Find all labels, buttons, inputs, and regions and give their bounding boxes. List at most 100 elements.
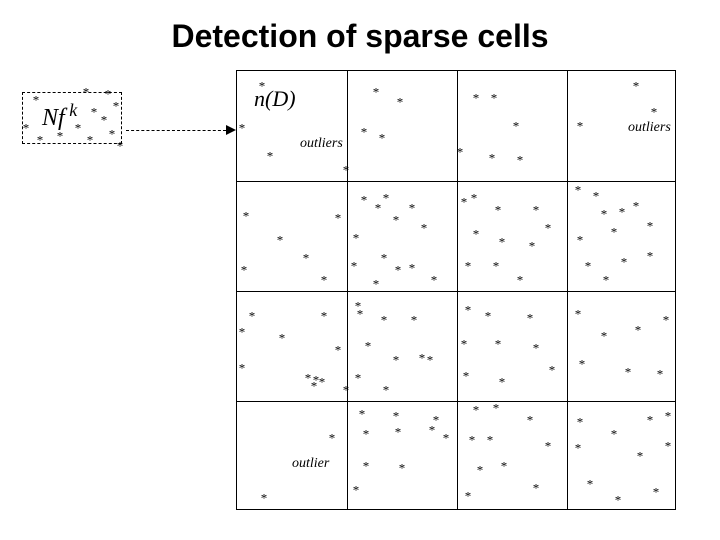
star-marker: * [361, 126, 368, 139]
star-marker: * [33, 94, 40, 107]
star-marker: * [37, 134, 44, 147]
star-marker: * [363, 460, 370, 473]
arrow-head-icon [226, 125, 236, 135]
star-marker: * [393, 354, 400, 367]
star-marker: * [429, 424, 436, 437]
star-marker: * [109, 128, 116, 141]
star-marker: * [493, 260, 500, 273]
star-marker: * [469, 434, 476, 447]
star-marker: * [473, 92, 480, 105]
star-marker: * [321, 274, 328, 287]
star-marker: * [621, 256, 628, 269]
grid-line [237, 401, 675, 402]
star-marker: * [601, 330, 608, 343]
star-marker: * [663, 314, 670, 327]
star-marker: * [545, 222, 552, 235]
star-marker: * [587, 478, 594, 491]
star-marker: * [489, 152, 496, 165]
annotation-label: outliers [628, 120, 671, 136]
star-marker: * [495, 338, 502, 351]
star-marker: * [393, 214, 400, 227]
star-marker: * [471, 192, 478, 205]
star-marker: * [395, 426, 402, 439]
star-marker: * [239, 362, 246, 375]
star-marker: * [513, 120, 520, 133]
star-marker: * [473, 228, 480, 241]
star-marker: * [647, 414, 654, 427]
star-marker: * [329, 432, 336, 445]
star-marker: * [635, 324, 642, 337]
grid-line [237, 181, 675, 182]
star-marker: * [383, 192, 390, 205]
star-marker: * [427, 354, 434, 367]
star-marker: * [585, 260, 592, 273]
star-marker: * [529, 240, 536, 253]
star-marker: * [533, 342, 540, 355]
star-marker: * [395, 264, 402, 277]
star-marker: * [365, 340, 372, 353]
annotation-label: outliers [300, 136, 343, 152]
star-marker: * [625, 366, 632, 379]
star-marker: * [477, 464, 484, 477]
star-marker: * [463, 370, 470, 383]
star-marker: * [527, 414, 534, 427]
star-marker: * [243, 210, 250, 223]
star-marker: * [117, 140, 124, 153]
star-marker: * [259, 80, 266, 93]
star-marker: * [359, 408, 366, 421]
star-marker: * [241, 264, 248, 277]
page-title: Detection of sparse cells [0, 0, 720, 55]
star-marker: * [603, 274, 610, 287]
legend-formula: Nf k [42, 100, 77, 132]
star-marker: * [517, 154, 524, 167]
star-marker: * [277, 234, 284, 247]
star-marker: * [647, 250, 654, 263]
star-marker: * [343, 164, 350, 177]
star-marker: * [355, 372, 362, 385]
star-marker: * [113, 100, 120, 113]
star-marker: * [303, 252, 310, 265]
star-marker: * [461, 196, 468, 209]
star-marker: * [381, 314, 388, 327]
star-marker: * [579, 358, 586, 371]
star-marker: * [351, 260, 358, 273]
star-marker: * [493, 402, 500, 415]
star-marker: * [101, 114, 108, 127]
star-marker: * [549, 364, 556, 377]
star-marker: * [105, 88, 112, 101]
star-marker: * [457, 146, 464, 159]
arrow-line [126, 130, 226, 131]
star-marker: * [261, 492, 268, 505]
star-marker: * [647, 220, 654, 233]
star-marker: * [421, 222, 428, 235]
grid-line [237, 291, 675, 292]
star-marker: * [357, 308, 364, 321]
star-marker: * [375, 202, 382, 215]
star-marker: * [653, 486, 660, 499]
star-marker: * [575, 184, 582, 197]
star-marker: * [361, 194, 368, 207]
star-marker: * [487, 434, 494, 447]
star-marker: * [577, 120, 584, 133]
star-marker: * [87, 134, 94, 147]
star-marker: * [409, 202, 416, 215]
star-marker: * [651, 106, 658, 119]
star-marker: * [665, 410, 672, 423]
star-marker: * [501, 460, 508, 473]
star-marker: * [495, 204, 502, 217]
star-marker: * [363, 428, 370, 441]
star-marker: * [321, 310, 328, 323]
star-marker: * [619, 206, 626, 219]
star-marker: * [499, 376, 506, 389]
star-marker: * [23, 122, 30, 135]
star-marker: * [335, 212, 342, 225]
annotation-label: outlier [292, 456, 329, 472]
star-marker: * [533, 482, 540, 495]
grid-line [567, 71, 568, 509]
star-marker: * [379, 132, 386, 145]
star-marker: * [665, 440, 672, 453]
star-marker: * [545, 440, 552, 453]
star-marker: * [239, 122, 246, 135]
star-marker: * [399, 462, 406, 475]
star-marker: * [91, 106, 98, 119]
